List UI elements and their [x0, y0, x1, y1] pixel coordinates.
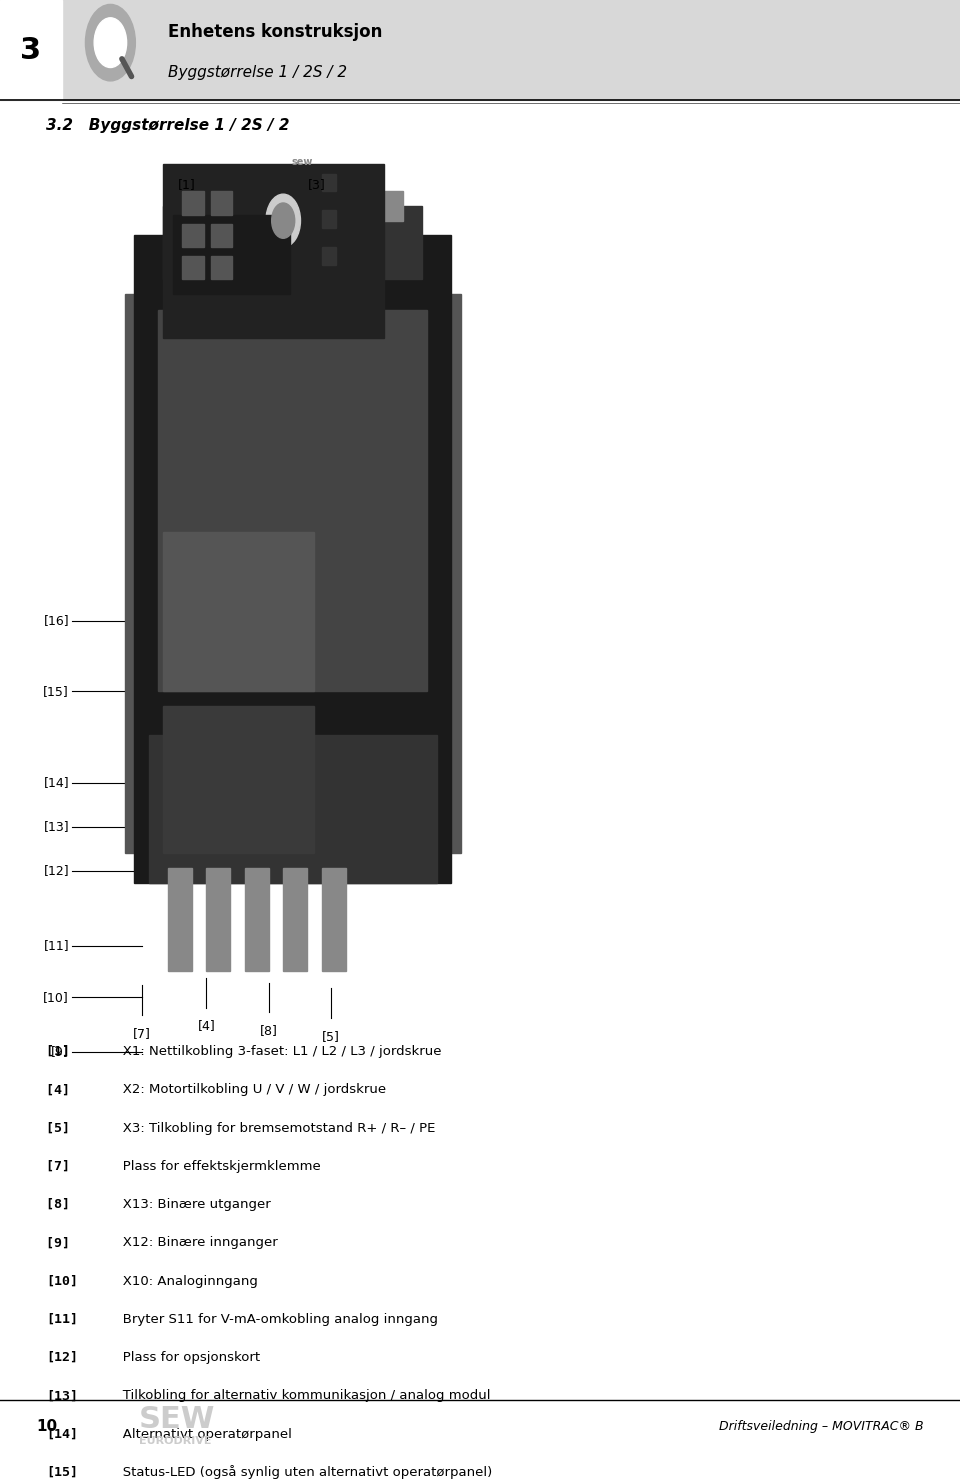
Bar [163, 532, 314, 691]
Text: 3.2   Byggstørrelse 1 / 2S / 2: 3.2 Byggstørrelse 1 / 2S / 2 [46, 117, 290, 133]
Text: Driftsveiledning – MOVITRAC® B: Driftsveiledning – MOVITRAC® B [719, 1420, 924, 1433]
Text: X1: Nettilkobling 3-faset: L1 / L2 / L3 / jordskrue: X1: Nettilkobling 3-faset: L1 / L2 / L3 … [110, 1046, 442, 1057]
Text: [1]: [1] [46, 1046, 78, 1057]
Bar [173, 214, 290, 294]
Text: X13: Binære utganger: X13: Binære utganger [110, 1198, 271, 1211]
Text: Status-LED (også synlig uten alternativt operatørpanel): Status-LED (også synlig uten alternativt… [110, 1466, 492, 1479]
Bar [163, 705, 314, 853]
Text: [4]: [4] [46, 1084, 78, 1096]
Text: [12]: [12] [43, 864, 69, 877]
Bar [322, 173, 336, 191]
Text: Plass for opsjonskort: Plass for opsjonskort [110, 1352, 260, 1364]
Bar [283, 868, 307, 970]
Bar [182, 223, 204, 247]
Text: [7]: [7] [133, 1026, 151, 1040]
Bar [322, 210, 336, 228]
Text: X2: Motortilkobling U / V / W / jordskrue: X2: Motortilkobling U / V / W / jordskru… [110, 1084, 387, 1096]
Bar [149, 735, 437, 883]
Text: sew: sew [292, 157, 313, 167]
Text: [9]: [9] [52, 1046, 69, 1057]
Bar [322, 247, 336, 265]
Text: Alternativt operatørpanel: Alternativt operatørpanel [110, 1427, 292, 1441]
Text: [13]: [13] [46, 1389, 78, 1402]
Text: [8]: [8] [46, 1198, 78, 1211]
Bar [245, 868, 269, 970]
Text: 3: 3 [20, 35, 41, 65]
Bar [134, 235, 451, 883]
Bar [168, 868, 192, 970]
Bar [182, 191, 204, 214]
Bar [0, 0, 62, 101]
Text: [12]: [12] [46, 1352, 78, 1364]
Text: Plass for effektskjermklemme: Plass for effektskjermklemme [110, 1160, 322, 1173]
Circle shape [266, 194, 300, 247]
Text: X10: Analoginngang: X10: Analoginngang [110, 1275, 258, 1288]
Text: 10: 10 [36, 1420, 58, 1435]
Bar [163, 164, 384, 339]
Text: SEW: SEW [139, 1405, 216, 1435]
Circle shape [272, 203, 295, 238]
Bar [125, 294, 149, 853]
Text: [9]: [9] [46, 1236, 78, 1250]
Text: X3: Tilkobling for bremsemotstand R+ / R– / PE: X3: Tilkobling for bremsemotstand R+ / R… [110, 1121, 436, 1134]
Text: [15]: [15] [43, 685, 69, 698]
Text: [4]: [4] [198, 1019, 215, 1032]
Circle shape [85, 4, 135, 81]
Text: [10]: [10] [43, 991, 69, 1004]
Text: [5]: [5] [46, 1121, 78, 1134]
Text: [13]: [13] [43, 821, 69, 833]
Text: [14]: [14] [43, 776, 69, 788]
Text: EURODRIVE: EURODRIVE [139, 1436, 212, 1446]
Bar [182, 256, 204, 280]
Text: [11]: [11] [46, 1313, 78, 1325]
Text: [7]: [7] [46, 1160, 78, 1173]
Bar [211, 191, 232, 214]
Text: X12: Binære innganger: X12: Binære innganger [110, 1236, 278, 1250]
Bar [211, 256, 232, 280]
Text: Tilkobling for alternativ kommunikasjon / analog modul: Tilkobling for alternativ kommunikasjon … [110, 1389, 491, 1402]
Text: [8]: [8] [260, 1023, 277, 1037]
Text: [1]: [1] [179, 177, 196, 191]
Text: [10]: [10] [46, 1275, 78, 1288]
Bar [206, 868, 230, 970]
Text: [11]: [11] [43, 939, 69, 952]
Text: Enhetens konstruksjon: Enhetens konstruksjon [168, 24, 382, 41]
Text: [16]: [16] [43, 614, 69, 627]
Bar [163, 206, 422, 280]
Bar [211, 223, 232, 247]
Bar [322, 868, 346, 970]
Text: [3]: [3] [308, 177, 325, 191]
Text: Bryter S11 for V-mA-omkobling analog inngang: Bryter S11 for V-mA-omkobling analog inn… [110, 1313, 439, 1325]
Bar [158, 311, 427, 691]
Bar [437, 294, 461, 853]
Text: [14]: [14] [46, 1427, 78, 1441]
Text: [5]: [5] [323, 1029, 340, 1043]
Text: [15]: [15] [46, 1466, 78, 1479]
Bar [182, 191, 403, 220]
Bar [0, 0, 960, 101]
Text: Byggstørrelse 1 / 2S / 2: Byggstørrelse 1 / 2S / 2 [168, 65, 348, 80]
Circle shape [94, 18, 127, 68]
